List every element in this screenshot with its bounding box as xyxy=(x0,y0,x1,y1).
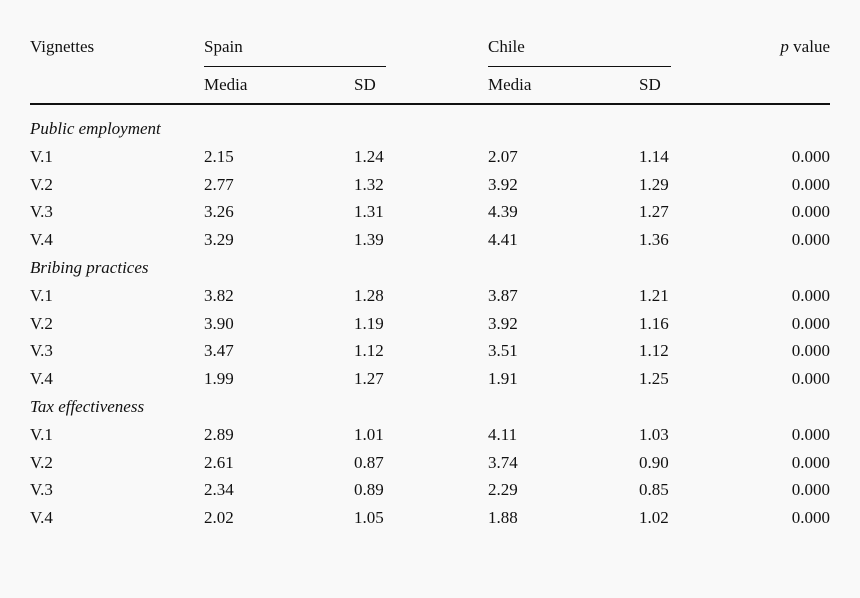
row-label: V.3 xyxy=(30,480,53,499)
pvalue-header: p value xyxy=(780,37,830,57)
chile-media-cell: 2.29 xyxy=(488,480,518,499)
chile-media-cell: 3.74 xyxy=(488,453,518,472)
pvalue-word: value xyxy=(793,37,830,56)
chile-header: Chile xyxy=(488,37,525,56)
spain-media-cell: 2.77 xyxy=(204,175,234,194)
chile-media-cell: 3.92 xyxy=(488,175,518,194)
chile-sd-cell: 1.36 xyxy=(639,230,669,249)
chile-sd-cell: 1.14 xyxy=(639,147,669,166)
pvalue-cell: 0.000 xyxy=(791,230,830,249)
spain-media-cell: 3.82 xyxy=(204,286,234,305)
spain-header: Spain xyxy=(204,37,243,56)
chile-media-header: Media xyxy=(488,75,532,94)
chile-sd-cell: 1.27 xyxy=(639,202,669,221)
pvalue-p-letter: p xyxy=(780,37,789,56)
vignettes-header: Vignettes xyxy=(30,37,95,56)
spain-media-cell: 3.47 xyxy=(204,341,234,360)
pvalue-cell: 0.000 xyxy=(791,314,830,333)
spain-group-rule xyxy=(204,66,386,67)
chile-media-cell: 3.92 xyxy=(488,314,518,333)
chile-sd-cell: 1.25 xyxy=(639,369,669,388)
spain-media-cell: 2.61 xyxy=(204,453,234,472)
spain-media-cell: 2.02 xyxy=(204,508,234,527)
chile-media-cell: 3.51 xyxy=(488,341,518,360)
spain-media-header: Media xyxy=(204,75,248,94)
spain-media-cell: 3.26 xyxy=(204,202,234,221)
pvalue-cell: 0.000 xyxy=(791,175,830,194)
row-label: V.4 xyxy=(30,230,53,249)
spain-sd-cell: 1.31 xyxy=(354,202,384,221)
chile-sd-cell: 0.85 xyxy=(639,480,669,499)
spain-media-cell: 2.15 xyxy=(204,147,234,166)
spain-sd-cell: 1.39 xyxy=(354,230,384,249)
pvalue-cell: 0.000 xyxy=(791,341,830,360)
row-label: V.2 xyxy=(30,314,53,333)
chile-media-cell: 4.41 xyxy=(488,230,518,249)
chile-sd-cell: 1.29 xyxy=(639,175,669,194)
pvalue-cell: 0.000 xyxy=(791,369,830,388)
row-label: V.1 xyxy=(30,147,53,166)
pvalue-cell: 0.000 xyxy=(791,425,830,444)
pvalue-cell: 0.000 xyxy=(791,147,830,166)
spain-sd-header: SD xyxy=(354,75,376,94)
chile-sd-cell: 1.16 xyxy=(639,314,669,333)
chile-media-cell: 4.39 xyxy=(488,202,518,221)
chile-media-cell: 3.87 xyxy=(488,286,518,305)
pvalue-cell: 0.000 xyxy=(791,453,830,472)
chile-media-cell: 4.11 xyxy=(488,425,518,444)
chile-media-cell: 2.07 xyxy=(488,147,518,166)
spain-sd-cell: 1.12 xyxy=(354,341,384,360)
chile-sd-header: SD xyxy=(639,75,661,94)
pvalue-cell: 0.000 xyxy=(791,508,830,527)
row-label: V.1 xyxy=(30,286,53,305)
pvalue-cell: 0.000 xyxy=(791,480,830,499)
spain-sd-cell: 1.01 xyxy=(354,425,384,444)
spain-media-cell: 2.34 xyxy=(204,480,234,499)
row-label: V.3 xyxy=(30,202,53,221)
section-title: Bribing practices xyxy=(30,258,149,277)
spain-media-cell: 1.99 xyxy=(204,369,234,388)
chile-sd-cell: 1.21 xyxy=(639,286,669,305)
row-label: V.4 xyxy=(30,508,53,527)
spain-sd-cell: 0.87 xyxy=(354,453,384,472)
row-label: V.2 xyxy=(30,453,53,472)
row-label: V.4 xyxy=(30,369,53,388)
chile-sd-cell: 0.90 xyxy=(639,453,669,472)
section-title: Tax effectiveness xyxy=(30,397,145,416)
chile-media-cell: 1.91 xyxy=(488,369,518,388)
row-label: V.1 xyxy=(30,425,53,444)
spain-media-cell: 3.29 xyxy=(204,230,234,249)
spain-media-cell: 2.89 xyxy=(204,425,234,444)
header-rule xyxy=(30,103,830,105)
spain-sd-cell: 1.05 xyxy=(354,508,384,527)
spain-media-cell: 3.90 xyxy=(204,314,234,333)
spain-sd-cell: 1.27 xyxy=(354,369,384,388)
pvalue-cell: 0.000 xyxy=(791,286,830,305)
spain-sd-cell: 0.89 xyxy=(354,480,384,499)
chile-sd-cell: 1.02 xyxy=(639,508,669,527)
chile-media-cell: 1.88 xyxy=(488,508,518,527)
row-label: V.3 xyxy=(30,341,53,360)
spain-sd-cell: 1.28 xyxy=(354,286,384,305)
spain-sd-cell: 1.19 xyxy=(354,314,384,333)
row-label: V.2 xyxy=(30,175,53,194)
chile-sd-cell: 1.03 xyxy=(639,425,669,444)
spain-sd-cell: 1.32 xyxy=(354,175,384,194)
chile-sd-cell: 1.12 xyxy=(639,341,669,360)
chile-group-rule xyxy=(488,66,671,67)
spain-sd-cell: 1.24 xyxy=(354,147,384,166)
section-title: Public employment xyxy=(30,119,161,138)
pvalue-cell: 0.000 xyxy=(791,202,830,221)
